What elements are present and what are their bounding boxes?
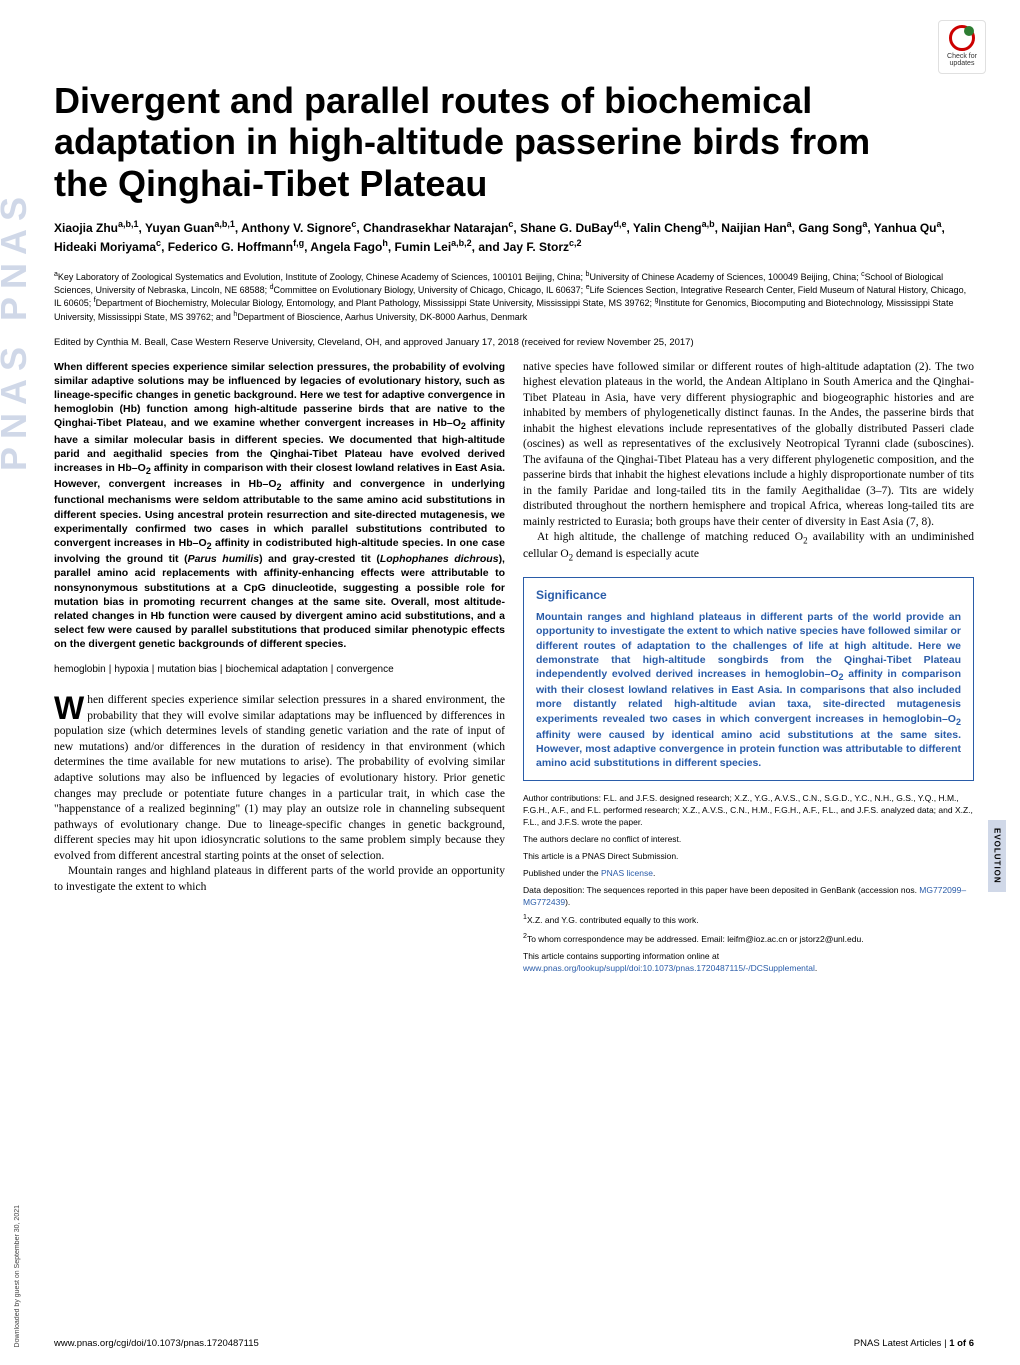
- footnote-1: 1X.Z. and Y.G. contributed equally to th…: [523, 913, 974, 927]
- crossmark-badge[interactable]: Check for updates: [938, 20, 986, 74]
- significance-body: Mountain ranges and highland plateaus in…: [536, 610, 961, 770]
- two-column-body: When different species experience simila…: [54, 360, 974, 980]
- page-footer: www.pnas.org/cgi/doi/10.1073/pnas.172048…: [54, 1338, 974, 1349]
- right-column: EVOLUTION native species have followed s…: [523, 360, 974, 980]
- crossmark-label-2: updates: [943, 60, 981, 67]
- keyword: biochemical adaptation: [226, 664, 328, 675]
- keyword: convergence: [336, 664, 393, 675]
- page-content: Check for updates Divergent and parallel…: [54, 20, 986, 980]
- keyword: hypoxia: [114, 664, 148, 675]
- left-column: When different species experience simila…: [54, 360, 505, 980]
- keywords: hemoglobin|hypoxia|mutation bias|biochem…: [54, 663, 505, 677]
- body-right-p1: native species have followed similar or …: [523, 360, 974, 531]
- body-text-right: native species have followed similar or …: [523, 360, 974, 564]
- supporting-link[interactable]: www.pnas.org/lookup/suppl/doi:10.1073/pn…: [523, 963, 815, 973]
- conflict-statement: The authors declare no conflict of inter…: [523, 834, 974, 846]
- crossmark-label-1: Check for: [943, 53, 981, 60]
- download-note: Downloaded by guest on September 30, 202…: [14, 1205, 21, 1347]
- body-p1: hen different species experience similar…: [54, 694, 505, 861]
- keyword: mutation bias: [157, 664, 216, 675]
- footnote-2: 2To whom correspondence may be addressed…: [523, 932, 974, 946]
- dropcap: W: [54, 693, 87, 722]
- crossmark-icon: [949, 25, 975, 51]
- article-meta: Author contributions: F.L. and J.F.S. de…: [523, 793, 974, 974]
- edited-by: Edited by Cynthia M. Beall, Case Western…: [54, 337, 986, 348]
- journal-sidebar-tab: PNAS PNAS: [0, 140, 28, 520]
- data-deposition: Data deposition: The sequences reported …: [523, 885, 974, 909]
- direct-submission: This article is a PNAS Direct Submission…: [523, 851, 974, 863]
- body-text-left: When different species experience simila…: [54, 693, 505, 895]
- body-right-p2: At high altitude, the challenge of match…: [523, 530, 974, 563]
- author-list: Xiaojia Zhua,b,1, Yuyan Guana,b,1, Antho…: [54, 218, 974, 256]
- body-p2: Mountain ranges and highland plateaus in…: [54, 864, 505, 895]
- license-line: Published under the PNAS license.: [523, 868, 974, 880]
- section-tab: EVOLUTION: [988, 820, 1006, 892]
- footer-doi: www.pnas.org/cgi/doi/10.1073/pnas.172048…: [54, 1338, 259, 1349]
- abstract: When different species experience simila…: [54, 360, 505, 652]
- supporting-info: This article contains supporting informa…: [523, 951, 974, 975]
- article-title: Divergent and parallel routes of biochem…: [54, 80, 914, 204]
- affiliations: aKey Laboratory of Zoological Systematic…: [54, 270, 974, 323]
- significance-box: Significance Mountain ranges and highlan…: [523, 577, 974, 781]
- author-contributions: Author contributions: F.L. and J.F.S. de…: [523, 793, 974, 829]
- significance-heading: Significance: [536, 588, 961, 602]
- footer-page: PNAS Latest Articles | 1 of 6: [854, 1338, 974, 1349]
- license-link[interactable]: PNAS license: [601, 868, 653, 878]
- keyword: hemoglobin: [54, 664, 106, 675]
